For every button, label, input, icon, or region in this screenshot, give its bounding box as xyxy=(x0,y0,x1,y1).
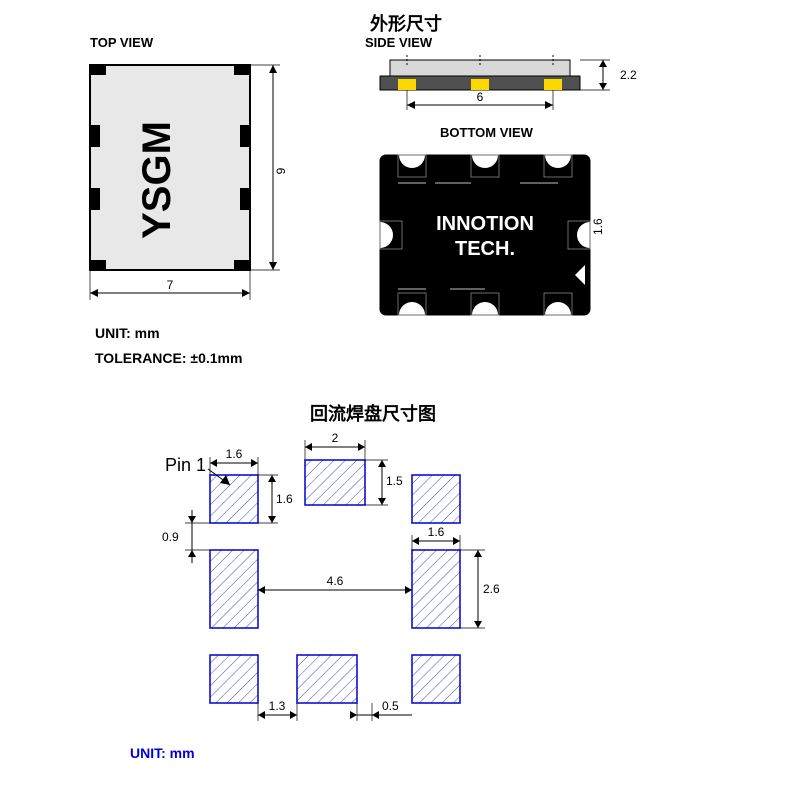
top-view-label: TOP VIEW xyxy=(90,35,153,50)
svg-text:2.6: 2.6 xyxy=(483,582,500,596)
svg-text:1.5: 1.5 xyxy=(386,474,403,488)
svg-text:1.6: 1.6 xyxy=(226,447,243,461)
svg-text:2.2: 2.2 xyxy=(620,68,637,82)
svg-text:0.95: 0.95 xyxy=(406,274,430,288)
svg-text:0.9: 0.9 xyxy=(450,182,467,196)
svg-text:TECH.: TECH. xyxy=(455,238,515,260)
bottom-view-label: BOTTOM VIEW xyxy=(440,125,533,140)
side-view-label: SIDE VIEW xyxy=(365,35,432,50)
svg-text:1.3: 1.3 xyxy=(269,699,286,713)
svg-text:0.95: 0.95 xyxy=(530,182,554,196)
unit-label-2: UNIT: mm xyxy=(130,745,195,761)
svg-text:Pin 1: Pin 1 xyxy=(165,455,206,475)
svg-text:1.2: 1.2 xyxy=(394,182,411,196)
footprint-drawing: Pin 1 2 1.5 1.6 1.6 0.9 4.6 1.6 xyxy=(120,425,620,745)
top-view-drawing: YSGM 7 9 xyxy=(80,55,340,315)
side-view-drawing: 6 2.2 xyxy=(360,55,680,120)
bottom-view-drawing: INNOTION TECH. 1.2 0.9 0.95 0.95 2 1.6 xyxy=(370,145,630,345)
tolerance-label: TOLERANCE: ±0.1mm xyxy=(95,350,242,366)
section1-title: 外形尺寸 xyxy=(370,10,442,36)
svg-text:1.6: 1.6 xyxy=(591,218,605,235)
svg-text:2: 2 xyxy=(332,431,339,445)
svg-text:INNOTION: INNOTION xyxy=(436,213,534,235)
svg-text:4.6: 4.6 xyxy=(327,574,344,588)
svg-text:2: 2 xyxy=(468,274,475,288)
top-width-dim: 7 xyxy=(167,278,174,292)
svg-text:YSGM: YSGM xyxy=(135,121,179,239)
svg-text:1.6: 1.6 xyxy=(428,525,445,539)
svg-text:0.5: 0.5 xyxy=(382,699,399,713)
section2-title: 回流焊盘尺寸图 xyxy=(310,400,436,426)
svg-text:6: 6 xyxy=(477,90,484,104)
unit-label-1: UNIT: mm xyxy=(95,325,160,341)
svg-text:0.9: 0.9 xyxy=(162,530,179,544)
svg-text:9: 9 xyxy=(274,167,288,174)
svg-text:1.6: 1.6 xyxy=(276,492,293,506)
